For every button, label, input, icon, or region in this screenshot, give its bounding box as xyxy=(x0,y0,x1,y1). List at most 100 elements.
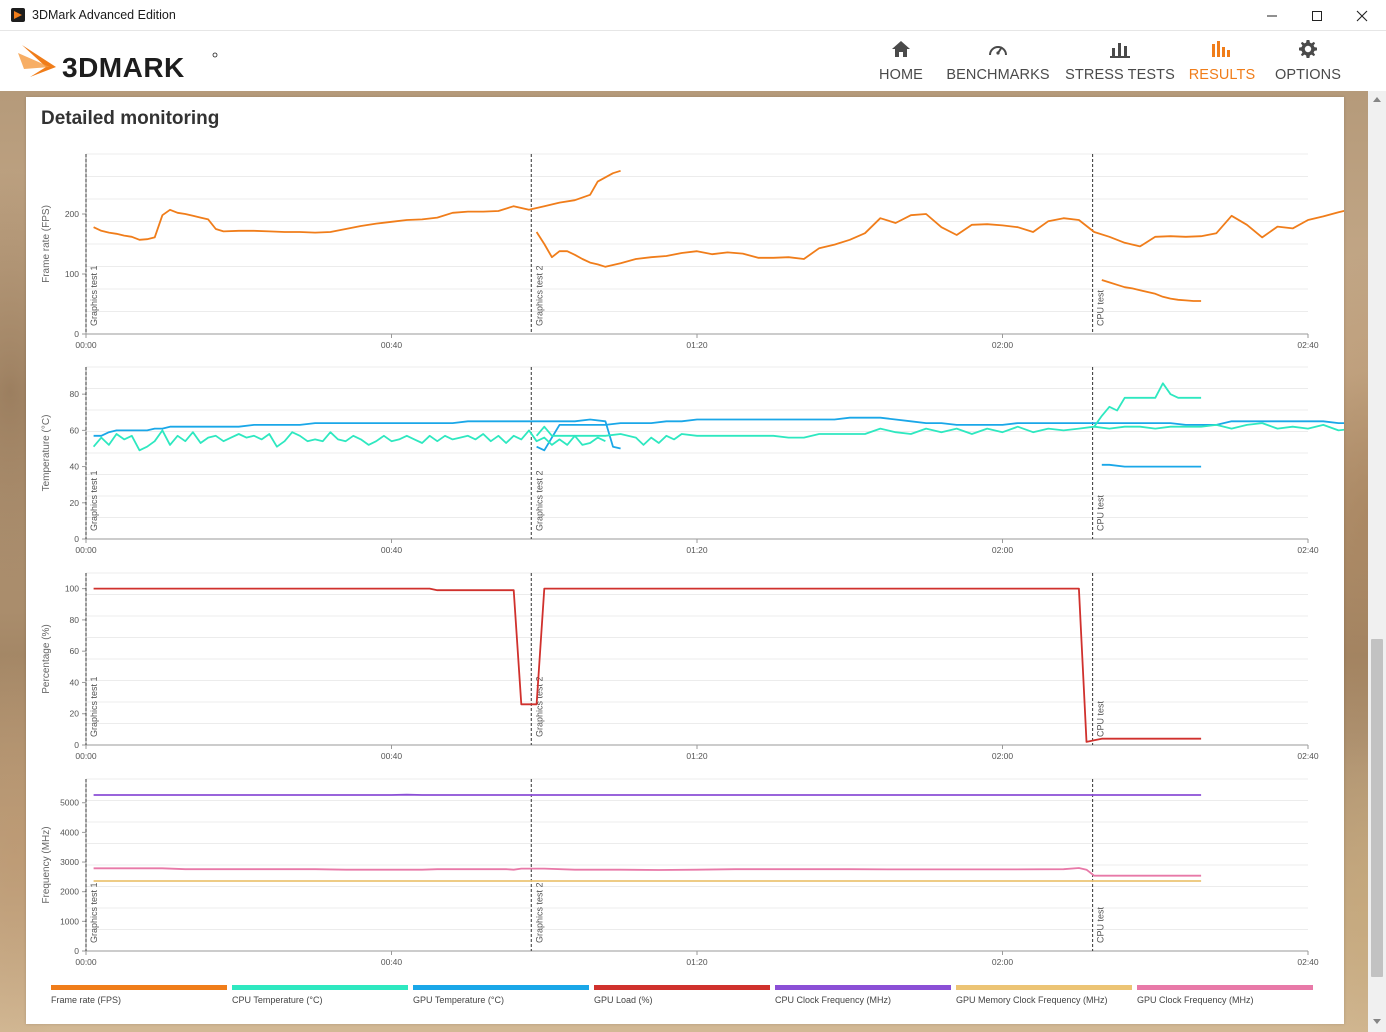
series-line-gpu-temperature-c xyxy=(1101,463,1202,468)
nav-stress-tests[interactable]: STRESS TESTS xyxy=(1065,31,1175,91)
legend-swatch xyxy=(413,985,589,990)
y-tick-label: 80 xyxy=(70,615,80,625)
y-tick-label: 40 xyxy=(70,462,80,472)
legend-swatch xyxy=(51,985,227,990)
test-marker-label: CPU test xyxy=(1096,906,1106,943)
results-icon xyxy=(1211,39,1233,59)
gauge-icon xyxy=(987,39,1009,59)
x-tick-label: 00:00 xyxy=(75,340,97,350)
test-marker-label: Graphics test 2 xyxy=(534,676,544,737)
test-marker-label: Graphics test 1 xyxy=(89,676,99,737)
minimize-button[interactable] xyxy=(1249,0,1295,31)
y-axis-label: Frequency (MHz) xyxy=(41,826,52,903)
panel-title: Detailed monitoring xyxy=(41,108,220,129)
chart-panel-3: 0 20 40 60 80 100 Percentage (%) 00:00 00:40 01:2… xyxy=(41,572,1319,761)
x-tick-label: 01:20 xyxy=(686,957,708,967)
nav-benchmarks-label: BENCHMARKS xyxy=(946,67,1050,83)
gear-icon xyxy=(1298,39,1318,59)
nav-home[interactable]: HOME xyxy=(869,31,933,91)
legend-label: GPU Temperature (°C) xyxy=(413,995,504,1005)
legend-label: GPU Clock Frequency (MHz) xyxy=(1137,995,1254,1005)
series-line-gpu-clock-frequency-mhz xyxy=(93,867,1202,877)
chart-legend: Frame rate (FPS) CPU Temperature (°C) GPU … xyxy=(51,985,1313,1005)
bars-icon xyxy=(1110,39,1130,59)
test-marker-label: CPU test xyxy=(1096,700,1106,737)
vertical-scrollbar[interactable] xyxy=(1368,91,1386,1032)
y-tick-label: 0 xyxy=(74,946,79,956)
scrollbar-thumb[interactable] xyxy=(1371,639,1383,977)
series-line-frame-rate-fps xyxy=(93,169,621,241)
legend-label: CPU Temperature (°C) xyxy=(232,995,322,1005)
nav-results-label: RESULTS xyxy=(1188,67,1256,83)
y-tick-label: 4000 xyxy=(60,827,79,837)
x-tick-label: 00:40 xyxy=(381,957,403,967)
maximize-button[interactable] xyxy=(1294,0,1340,31)
close-button[interactable] xyxy=(1339,0,1385,31)
y-tick-label: 60 xyxy=(70,646,80,656)
nav-results[interactable]: RESULTS xyxy=(1188,31,1256,91)
y-axis-label: Temperature (°C) xyxy=(41,415,52,492)
legend-swatch xyxy=(775,985,951,990)
y-axis-label: Percentage (%) xyxy=(41,624,52,693)
x-tick-label: 01:20 xyxy=(686,751,708,761)
maximize-icon xyxy=(1312,10,1322,21)
legend-label: GPU Load (%) xyxy=(594,995,653,1005)
nav-stress-tests-label: STRESS TESTS xyxy=(1065,67,1175,83)
legend-label: CPU Clock Frequency (MHz) xyxy=(775,995,891,1005)
test-marker-label: Graphics test 2 xyxy=(534,882,544,943)
y-tick-label: 1000 xyxy=(60,916,79,926)
y-tick-label: 80 xyxy=(70,389,80,399)
nav-options[interactable]: OPTIONS xyxy=(1274,31,1342,91)
minimize-icon xyxy=(1267,15,1277,16)
y-tick-label: 3000 xyxy=(60,857,79,867)
x-tick-label: 00:00 xyxy=(75,751,97,761)
test-marker-label: CPU test xyxy=(1096,494,1106,531)
y-tick-label: 100 xyxy=(65,584,79,594)
series-line-cpu-temperature-c xyxy=(535,422,1344,446)
series-line-cpu-temperature-c xyxy=(1093,382,1202,428)
y-tick-label: 100 xyxy=(65,269,79,279)
x-tick-label: 01:20 xyxy=(686,545,708,555)
y-tick-label: 0 xyxy=(74,329,79,339)
x-tick-label: 00:40 xyxy=(381,340,403,350)
legend-swatch xyxy=(956,985,1132,990)
legend-swatch xyxy=(1137,985,1313,990)
series-line-frame-rate-fps xyxy=(535,209,1344,268)
test-marker-label: CPU test xyxy=(1096,289,1106,326)
app-header: 3DMARK HOME BENCHMARKS STRESS TESTS RESU… xyxy=(0,31,1386,91)
x-tick-label: 02:40 xyxy=(1297,957,1319,967)
nav-options-label: OPTIONS xyxy=(1275,67,1341,83)
legend-swatch xyxy=(232,985,408,990)
close-icon xyxy=(1356,10,1368,21)
series-line-gpu-load xyxy=(93,587,1202,743)
x-tick-label: 02:40 xyxy=(1297,751,1319,761)
scroll-down-icon[interactable] xyxy=(1373,1019,1381,1024)
legend-swatch xyxy=(594,985,770,990)
test-marker-label: Graphics test 1 xyxy=(89,265,99,326)
nav-benchmarks[interactable]: BENCHMARKS xyxy=(944,31,1052,91)
legend-label: Frame rate (FPS) xyxy=(51,995,121,1005)
test-marker-label: Graphics test 1 xyxy=(89,882,99,943)
y-tick-label: 20 xyxy=(70,709,80,719)
x-tick-label: 00:00 xyxy=(75,545,97,555)
x-tick-label: 01:20 xyxy=(686,340,708,350)
y-tick-label: 60 xyxy=(70,425,80,435)
x-tick-label: 02:40 xyxy=(1297,340,1319,350)
test-marker-label: Graphics test 2 xyxy=(534,265,544,326)
x-tick-label: 02:00 xyxy=(992,751,1014,761)
series-line-cpu-temperature-c xyxy=(92,429,606,452)
chart-panel-4: 0 1000 2000 3000 4000 5000 Frequency (MHz) 00:0… xyxy=(41,778,1319,967)
x-tick-label: 02:40 xyxy=(1297,545,1319,555)
y-tick-label: 20 xyxy=(70,498,80,508)
y-tick-label: 5000 xyxy=(60,798,79,808)
window-title: 3DMark Advanced Edition xyxy=(32,8,176,22)
brand-logo[interactable]: 3DMARK xyxy=(16,39,226,83)
test-marker-label: Graphics test 2 xyxy=(534,470,544,531)
home-icon xyxy=(891,39,911,59)
app-icon xyxy=(11,8,25,22)
3dmark-logo-icon: 3DMARK xyxy=(18,45,218,83)
scroll-up-icon[interactable] xyxy=(1373,97,1381,102)
series-line-frame-rate-fps xyxy=(1101,279,1202,302)
detailed-monitoring-panel: Detailed monitoring 0 100 200 Frame rate (F… xyxy=(26,97,1344,1024)
